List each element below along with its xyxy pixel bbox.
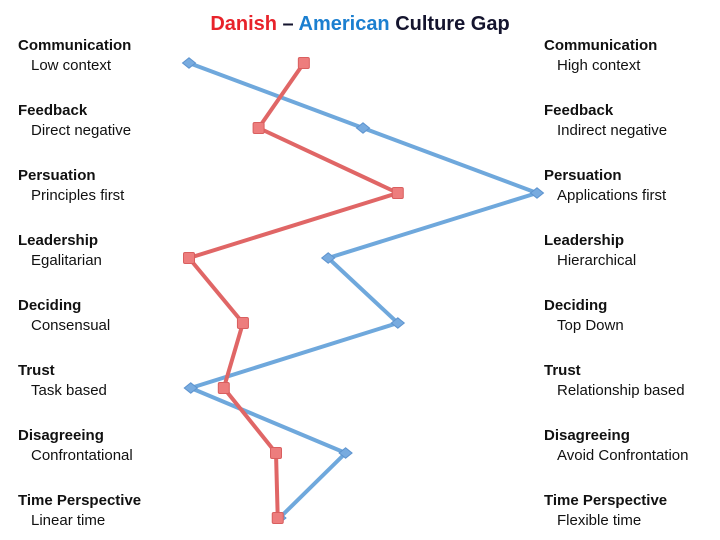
dimension-name: Feedback: [544, 102, 614, 119]
dimension-name: Deciding: [18, 297, 82, 314]
dimension-left-feedback: Feedback Direct negative: [18, 101, 131, 141]
american-series-line: [187, 61, 539, 520]
title-american: American: [298, 13, 390, 35]
title-rest: Culture Gap: [389, 13, 510, 35]
right-anchor-label: Hierarchical: [557, 252, 637, 269]
page-title: Danish – American Culture Gap: [0, 13, 720, 35]
american-marker-leadership: [320, 252, 336, 264]
american-marker-deciding: [390, 317, 406, 329]
dimension-right-deciding: Deciding Top Down: [544, 296, 624, 336]
dimension-name: Trust: [18, 362, 55, 379]
dimension-name: Deciding: [544, 297, 608, 314]
right-anchor-label: Top Down: [557, 317, 624, 334]
dimension-name: Disagreeing: [18, 427, 104, 444]
danish-marker-time-perspective: [271, 512, 284, 524]
right-anchor-label: High context: [557, 57, 641, 74]
left-anchor-label: Task based: [31, 382, 107, 399]
dimension-left-persuation: Persuation Principles first: [18, 166, 124, 206]
right-anchor-label: Relationship based: [557, 382, 685, 399]
american-marker-trust: [183, 382, 199, 394]
dimension-name: Persuation: [544, 167, 622, 184]
dimension-name: Disagreeing: [544, 427, 630, 444]
dimension-left-deciding: Deciding Consensual: [18, 296, 110, 336]
danish-marker-disagreeing: [270, 447, 282, 459]
right-anchor-label: Flexible time: [557, 512, 642, 529]
dimension-name: Time Perspective: [544, 492, 668, 509]
left-anchor-label: Egalitarian: [31, 252, 102, 269]
dimension-right-trust: Trust Relationship based: [544, 361, 685, 401]
dimension-name: Feedback: [18, 102, 88, 119]
dimension-name: Leadership: [544, 232, 625, 249]
dimension-left-time-perspective: Time Perspective Linear time: [18, 491, 141, 531]
danish-series-line: [187, 61, 400, 520]
left-anchor-label: Confrontational: [31, 447, 133, 464]
dimension-right-time-perspective: Time Perspective Flexible time: [544, 491, 667, 531]
american-marker-disagreeing: [338, 447, 353, 459]
danish-marker-trust: [217, 382, 230, 394]
american-marker-communication: [181, 57, 197, 69]
american-marker-feedback: [355, 122, 371, 134]
dimension-left-trust: Trust Task based: [18, 361, 107, 401]
left-anchor-label: Direct negative: [31, 122, 132, 139]
dimension-name: Communication: [544, 37, 658, 54]
danish-marker-deciding: [236, 317, 249, 329]
dimension-name: Communication: [18, 37, 132, 54]
left-anchor-label: Linear time: [31, 512, 106, 529]
danish-marker-persuation: [391, 187, 404, 199]
dimension-right-persuation: Persuation Applications first: [544, 166, 666, 206]
left-anchor-label: Principles first: [31, 187, 125, 204]
right-anchor-label: Avoid Confrontation: [557, 447, 689, 464]
dimension-right-feedback: Feedback Indirect negative: [544, 101, 667, 141]
right-anchor-label: Applications first: [557, 187, 667, 204]
american-marker-persuation: [529, 187, 545, 199]
dimension-right-leadership: Leadership Hierarchical: [544, 231, 636, 271]
dimension-name: Leadership: [18, 232, 99, 249]
dimension-right-communication: Communication High context: [544, 36, 657, 76]
dimension-right-disagreeing: Disagreeing Avoid Confrontation: [544, 426, 688, 466]
dimension-name: Trust: [544, 362, 581, 379]
right-anchor-label: Indirect negative: [557, 122, 668, 139]
danish-marker-leadership: [183, 252, 195, 264]
dimension-left-disagreeing: Disagreeing Confrontational: [18, 426, 133, 466]
left-anchor-label: Low context: [31, 57, 112, 74]
danish-marker-communication: [297, 57, 310, 69]
title-separator: –: [277, 13, 299, 35]
dimension-left-communication: Communication Low context: [18, 36, 131, 76]
title-danish: Danish: [210, 13, 277, 35]
danish-marker-feedback: [252, 122, 265, 134]
dimension-name: Time Perspective: [18, 492, 142, 509]
dimension-name: Persuation: [18, 167, 96, 184]
dimension-left-leadership: Leadership Egalitarian: [18, 231, 102, 271]
left-anchor-label: Consensual: [31, 317, 111, 334]
